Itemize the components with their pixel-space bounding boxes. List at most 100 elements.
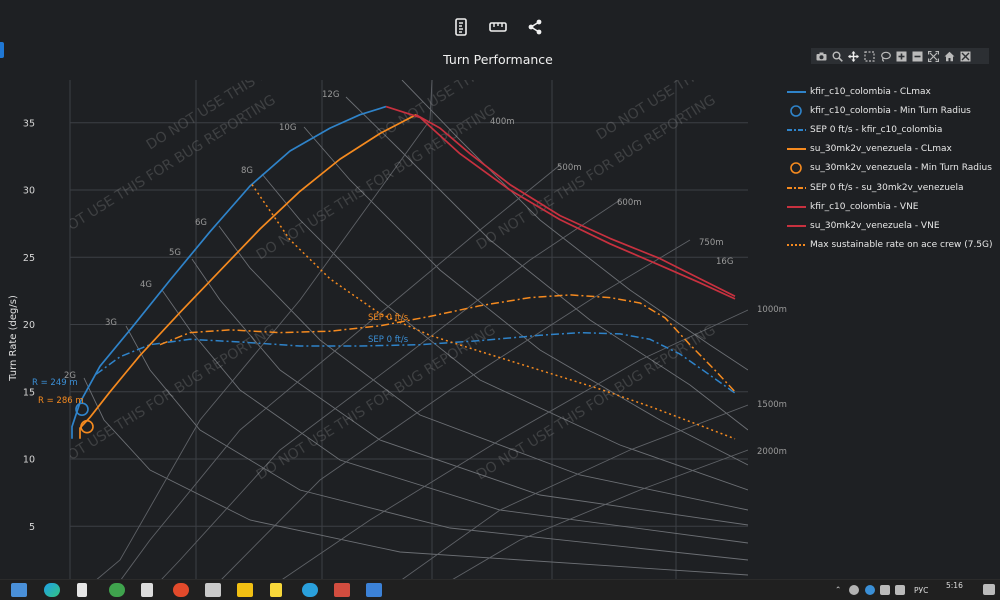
app-blue-icon[interactable] (366, 583, 382, 597)
legend-label: kfir_c10_colombia - VNE (810, 201, 919, 212)
chart-annotation: SEP 0 ft/s (368, 335, 409, 345)
legend-label: kfir_c10_colombia - Min Turn Radius (810, 105, 971, 116)
radius-line (94, 80, 433, 581)
g-load-line (401, 80, 748, 371)
radius-label: 1500m (757, 400, 787, 410)
zoom-in-icon[interactable] (895, 50, 908, 62)
legend-symbol (790, 104, 802, 117)
zoom-out-icon[interactable] (911, 50, 924, 62)
tray-clock[interactable]: 5:16 (946, 581, 963, 590)
calculator-app-icon[interactable] (11, 583, 27, 597)
g-load-line (191, 258, 748, 526)
legend-item[interactable]: kfir_c10_colombia - VNE (786, 197, 1000, 216)
legend-item[interactable]: Max sustainable rate on ace crew (7.5G) (786, 236, 1000, 255)
y-tick-label: 5 (29, 522, 35, 533)
grid (69, 80, 748, 581)
side-tab-indicator[interactable] (0, 42, 4, 58)
legend-item[interactable]: SEP 0 ft/s - kfir_c10_colombia (786, 120, 1000, 139)
legend-item[interactable]: su_30mk2v_venezuela - CLmax (786, 140, 1000, 159)
lasso-icon[interactable] (879, 50, 892, 62)
tray-chevron-icon[interactable]: ⌃ (835, 585, 842, 594)
notification-icon[interactable] (983, 584, 995, 595)
app-red-icon[interactable] (334, 583, 350, 597)
pan-icon[interactable] (847, 50, 860, 62)
series-line[interactable]: su_30mk2v_venezuela - CLmax (79, 113, 417, 439)
g-load-line (303, 126, 748, 466)
camera-icon[interactable] (815, 50, 828, 62)
spikelines-icon[interactable] (959, 50, 972, 62)
series-line[interactable]: su_30mk2v_venezuela - VNE (415, 113, 736, 298)
y-tick-label: 35 (23, 118, 35, 129)
home-icon[interactable] (943, 50, 956, 62)
g-load-label: 6G (195, 218, 207, 228)
box-select-icon[interactable] (863, 50, 876, 62)
radius-line (119, 164, 561, 581)
chart-annotation: SEP 0 ft/s (368, 313, 409, 323)
autoscale-icon[interactable] (927, 50, 940, 62)
radius-line (219, 239, 691, 581)
series-line[interactable]: SEP 0 ft/s - kfir_c10_colombia (95, 331, 736, 394)
g-load-label: 5G (169, 248, 181, 258)
series-line[interactable]: kfir_c10_colombia - CLmax (71, 105, 387, 439)
g-load-line (345, 96, 748, 431)
app-yellow2-icon[interactable] (270, 583, 282, 597)
chart-annotation: R = 286 m (38, 396, 84, 406)
app-orange-icon[interactable] (173, 583, 189, 597)
legend-item[interactable]: kfir_c10_colombia - Min Turn Radius (786, 101, 1000, 120)
tray-app-icon[interactable] (849, 585, 859, 595)
tray-volume-icon[interactable] (895, 585, 905, 595)
tray-cloud-icon[interactable] (865, 585, 875, 595)
min-turn-radius-marker[interactable] (75, 402, 89, 417)
legend-symbol (787, 244, 806, 247)
app-green-icon[interactable] (109, 583, 125, 597)
g-and-radius-overlay (83, 80, 748, 581)
edge-browser-icon[interactable] (44, 583, 60, 597)
legend-label: su_30mk2v_venezuela - Min Turn Radius (810, 163, 992, 174)
g-load-label: 4G (140, 280, 152, 290)
y-tick-label: 25 (23, 253, 35, 264)
g-load-line (125, 325, 748, 561)
legend-item[interactable]: SEP 0 ft/s - su_30mk2v_venezuela (786, 178, 1000, 197)
ruler-vertical-icon[interactable] (448, 14, 474, 40)
chart-title: Turn Performance (443, 52, 553, 67)
tray-network-icon[interactable] (880, 585, 890, 595)
telegram-icon[interactable] (302, 583, 318, 597)
zoom-icon[interactable] (831, 50, 844, 62)
legend-label: Max sustainable rate on ace crew (7.5G) (810, 240, 993, 251)
legend-label: kfir_c10_colombia - CLmax (810, 86, 931, 97)
series-line[interactable]: SEP 0 ft/s - su_30mk2v_venezuela (159, 294, 736, 393)
min-turn-radius-marker[interactable] (80, 419, 94, 434)
series-line[interactable]: Max sustainable rate on ace crew (7.5G) (251, 184, 736, 440)
legend-item[interactable]: kfir_c10_colombia - CLmax (786, 82, 1000, 101)
g-load-line (261, 173, 748, 491)
legend-symbol (787, 128, 806, 131)
g-load-label: 3G (105, 318, 117, 328)
share-icon[interactable] (522, 14, 548, 40)
legend-symbol (787, 148, 806, 151)
legend-item[interactable]: su_30mk2v_venezuela - VNE (786, 216, 1000, 235)
y-tick-label: 30 (23, 186, 35, 197)
chart-annotation: R = 249 m (32, 378, 78, 388)
legend-symbol (787, 186, 806, 189)
g-load-line (83, 377, 748, 576)
g-load-label: 12G (322, 90, 339, 100)
radius-label: 500m (557, 163, 582, 173)
series[interactable]: kfir_c10_colombia - CLmaxSEP 0 ft/s - kf… (71, 105, 736, 440)
radius-label: 2000m (757, 447, 787, 457)
y-tick-label: 10 (23, 455, 35, 466)
chart-legend[interactable]: kfir_c10_colombia - CLmax kfir_c10_colomb… (786, 82, 1000, 255)
ruler-horizontal-icon[interactable] (485, 14, 511, 40)
app-steam-like-icon[interactable] (141, 583, 153, 597)
legend-symbol (790, 162, 802, 175)
legend-item[interactable]: su_30mk2v_venezuela - Min Turn Radius (786, 159, 1000, 178)
series-line[interactable]: kfir_c10_colombia - VNE (385, 105, 736, 300)
tray-language[interactable]: РУС (914, 586, 929, 595)
radius-line (399, 404, 748, 581)
radius-line (449, 449, 748, 581)
app-yellow-icon[interactable] (237, 583, 253, 597)
legend-symbol (787, 205, 806, 208)
app-h-icon[interactable] (77, 583, 87, 597)
file-explorer-icon[interactable] (205, 583, 221, 597)
g-load-label: 2G (64, 371, 76, 381)
